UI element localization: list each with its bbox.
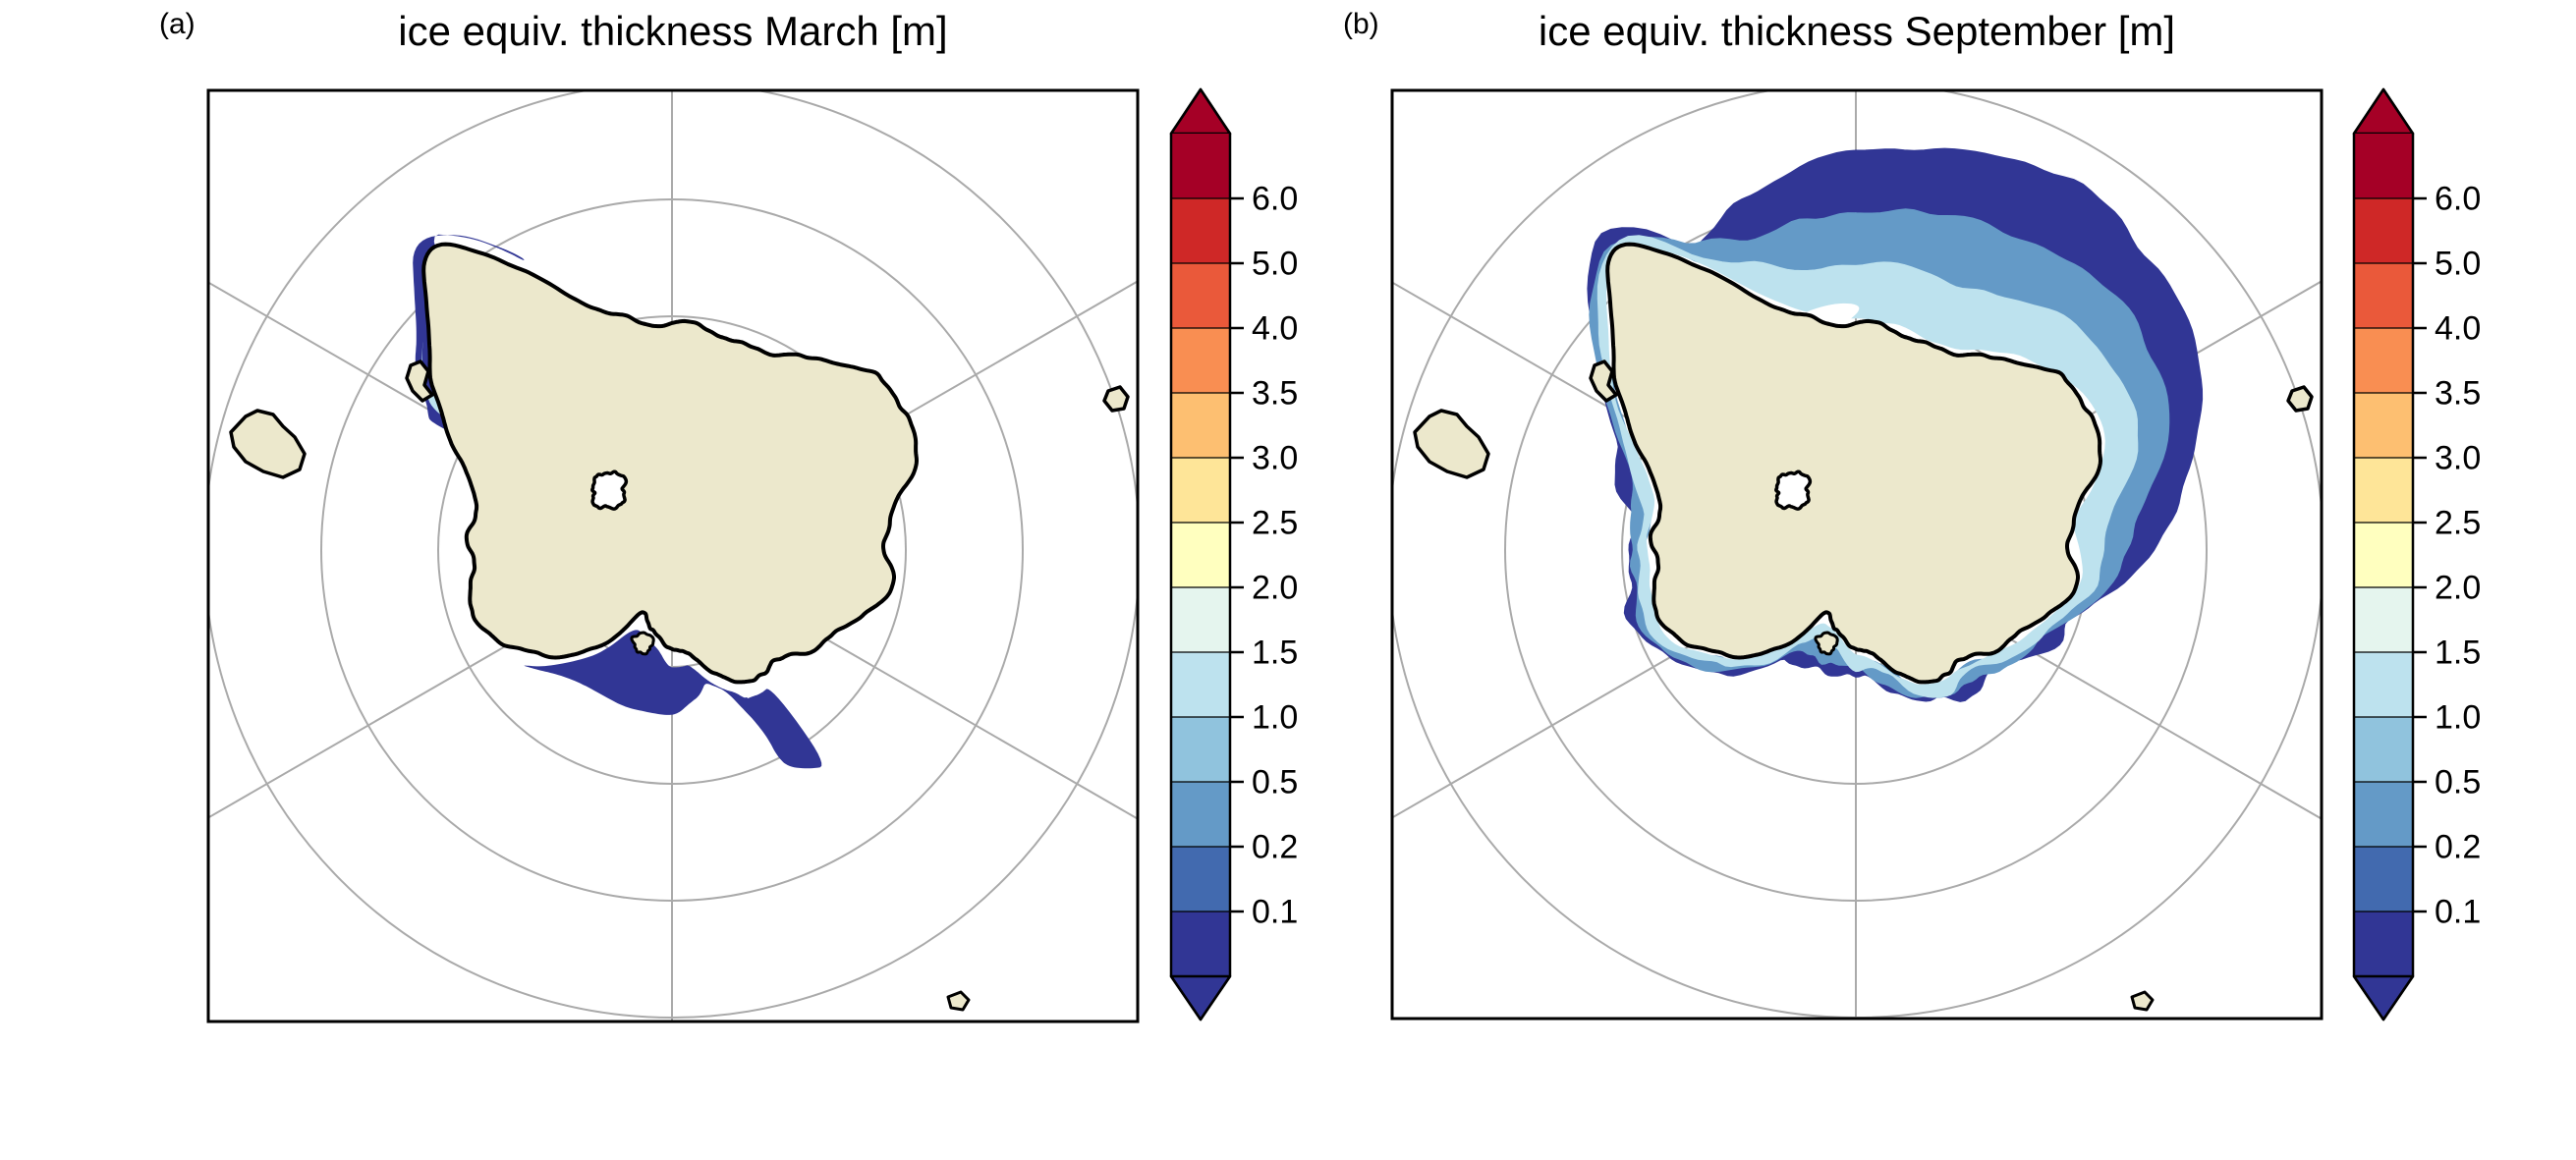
svg-text:6.0: 6.0 <box>2435 181 2481 218</box>
svg-text:2.5: 2.5 <box>2435 505 2481 542</box>
svg-text:5.0: 5.0 <box>2435 246 2481 283</box>
svg-text:1.5: 1.5 <box>1252 635 1298 672</box>
svg-text:5.0: 5.0 <box>1252 246 1298 283</box>
svg-text:1.5: 1.5 <box>2435 635 2481 672</box>
svg-text:1.0: 1.0 <box>1252 699 1298 737</box>
svg-text:1.0: 1.0 <box>2435 699 2481 737</box>
svg-text:0.5: 0.5 <box>1252 764 1298 801</box>
svg-text:3.0: 3.0 <box>1252 440 1298 477</box>
svg-text:3.5: 3.5 <box>2435 375 2481 413</box>
svg-text:0.1: 0.1 <box>1252 894 1298 931</box>
svg-text:4.0: 4.0 <box>1252 310 1298 348</box>
svg-text:4.0: 4.0 <box>2435 310 2481 348</box>
svg-text:3.5: 3.5 <box>1252 375 1298 413</box>
svg-text:3.0: 3.0 <box>2435 440 2481 477</box>
svg-text:2.0: 2.0 <box>2435 570 2481 607</box>
svg-text:2.5: 2.5 <box>1252 505 1298 542</box>
svg-text:0.1: 0.1 <box>2435 894 2481 931</box>
svg-text:0.2: 0.2 <box>2435 829 2481 866</box>
svg-text:0.5: 0.5 <box>2435 764 2481 801</box>
svg-text:2.0: 2.0 <box>1252 570 1298 607</box>
svg-text:6.0: 6.0 <box>1252 181 1298 218</box>
svg-text:0.2: 0.2 <box>1252 829 1298 866</box>
